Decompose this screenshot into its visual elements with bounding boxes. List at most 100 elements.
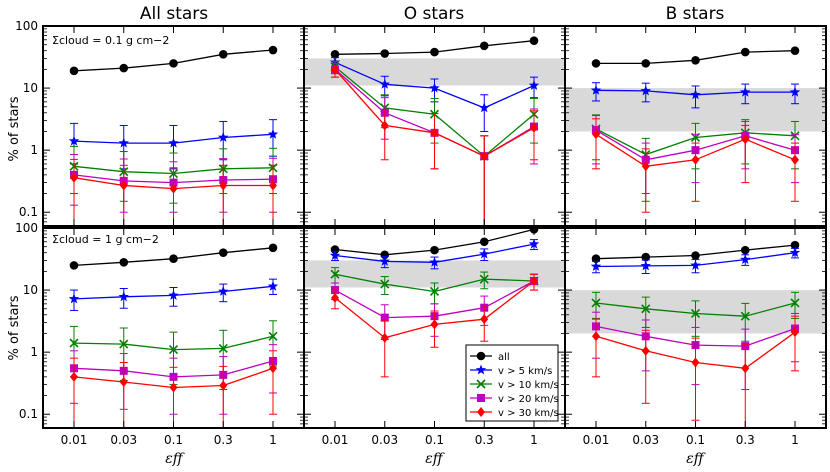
data-point	[592, 331, 600, 342]
data-point	[169, 183, 178, 194]
data-point	[380, 279, 390, 289]
data-point	[119, 339, 129, 349]
data-point	[590, 260, 602, 271]
legend-label-v5: v > 5 km/s	[498, 366, 552, 377]
data-point	[330, 50, 340, 59]
data-point	[528, 238, 540, 249]
panel-data	[68, 243, 279, 428]
panel-1-1: 0.01 0.03 0.1 0.3 1	[303, 227, 566, 447]
data-point	[379, 78, 390, 89]
data-point	[69, 338, 79, 348]
x-tick-label: 0.1	[686, 433, 705, 447]
y-tick-label: 0.1	[19, 407, 38, 421]
data-point	[479, 102, 490, 113]
data-point	[479, 237, 489, 247]
panel-0-0: 0.1 1 10 100	[15, 19, 305, 227]
legend: all v > 5 km/s v > 10 km/s v > 20 km/s v…	[465, 344, 559, 422]
y-axis-label-top: % of stars	[7, 96, 22, 161]
data-point	[641, 161, 650, 172]
data-point	[429, 286, 440, 297]
legend-markers	[470, 351, 492, 417]
data-point	[430, 47, 439, 57]
data-point	[380, 313, 389, 322]
x-tick-label: 0.3	[736, 433, 755, 447]
data-point	[691, 56, 700, 65]
data-point	[329, 250, 341, 260]
data-point	[691, 251, 700, 260]
data-point	[68, 135, 80, 146]
data-point	[640, 85, 651, 96]
data-point	[118, 137, 129, 148]
x-axis-label-left: εff	[165, 451, 185, 467]
data-point	[640, 260, 651, 271]
data-point	[268, 331, 278, 341]
col-title-o-stars: O stars	[404, 4, 465, 24]
panel-data	[329, 36, 540, 226]
data-point	[68, 293, 80, 304]
y-tick-label: 10	[23, 283, 38, 297]
data-point	[690, 259, 701, 270]
data-point	[641, 345, 650, 356]
data-point	[591, 298, 601, 308]
data-point	[429, 256, 440, 267]
data-point	[330, 269, 340, 279]
data-point	[331, 292, 339, 303]
data-point	[480, 314, 489, 325]
x-tick-label: 0.1	[164, 433, 183, 447]
data-point	[269, 363, 277, 374]
data-point	[641, 252, 651, 262]
data-point	[269, 180, 277, 191]
y-tick-label: 100	[15, 221, 38, 235]
x-axis-label-right: εff	[686, 451, 706, 467]
data-point	[690, 308, 701, 319]
annotation-sigma-bottom: Σcloud = 1 g cm−2	[52, 233, 159, 246]
data-point	[690, 89, 701, 100]
panel-1-2: 0.01 0.03 0.1 0.3 1	[564, 227, 827, 447]
data-point	[429, 82, 440, 93]
data-point	[69, 261, 79, 270]
data-point	[790, 46, 800, 56]
data-point	[70, 172, 78, 183]
col-title-b-stars: B stars	[666, 4, 725, 24]
data-point	[740, 245, 750, 255]
legend-marker-square-icon	[477, 394, 485, 402]
data-point	[592, 129, 600, 140]
data-point	[119, 63, 129, 73]
y-axis-label-bottom: % of stars	[7, 295, 22, 360]
data-point	[69, 66, 79, 76]
data-point	[168, 137, 179, 148]
data-point	[480, 151, 489, 162]
data-point	[379, 255, 390, 266]
data-point	[530, 122, 538, 133]
data-point	[331, 64, 339, 75]
x-tick-label: 0.03	[632, 433, 659, 447]
data-point	[741, 134, 750, 145]
data-point	[218, 248, 228, 258]
x-tick-label: 0.3	[475, 433, 494, 447]
legend-marker-star-icon	[475, 364, 487, 375]
data-point	[380, 120, 389, 131]
data-point	[591, 254, 601, 264]
data-point	[641, 59, 651, 68]
data-point	[790, 298, 800, 308]
data-point	[740, 47, 750, 57]
data-point	[479, 41, 489, 51]
data-point	[380, 49, 390, 58]
data-point	[380, 332, 389, 343]
data-point	[169, 59, 178, 68]
data-point	[168, 345, 179, 355]
data-point	[479, 274, 489, 284]
data-point	[218, 285, 229, 296]
x-tick-label: 0.01	[322, 433, 349, 447]
data-point	[641, 304, 651, 314]
legend-marker-diamond-icon	[477, 407, 485, 417]
legend-marker-circle-icon	[476, 351, 486, 361]
data-point	[119, 377, 128, 388]
data-point	[267, 128, 279, 139]
data-point	[219, 380, 228, 391]
legend-label-all: all	[498, 352, 510, 363]
data-point	[740, 254, 751, 265]
data-point	[430, 245, 439, 255]
